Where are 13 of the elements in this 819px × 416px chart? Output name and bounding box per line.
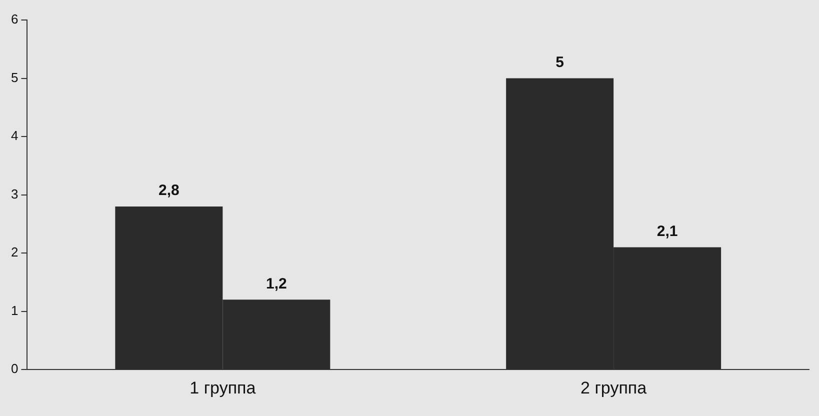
y-tick-label: 2 xyxy=(10,244,18,260)
y-tick-label: 6 xyxy=(10,12,18,27)
x-tick-label: 2 группа xyxy=(580,378,648,398)
y-tick-label: 1 xyxy=(10,302,18,318)
data-label: 2,1 xyxy=(656,222,678,240)
data-label: 2,8 xyxy=(158,182,180,200)
y-tick-label: 5 xyxy=(10,70,18,85)
data-label: 5 xyxy=(556,54,564,71)
y-tick-label: 3 xyxy=(10,186,18,202)
y-tick-label: 4 xyxy=(10,128,18,144)
y-tick-label: 0 xyxy=(10,361,18,376)
x-tick-label: 1 группа xyxy=(190,378,256,398)
data-label: 1,2 xyxy=(266,275,287,292)
